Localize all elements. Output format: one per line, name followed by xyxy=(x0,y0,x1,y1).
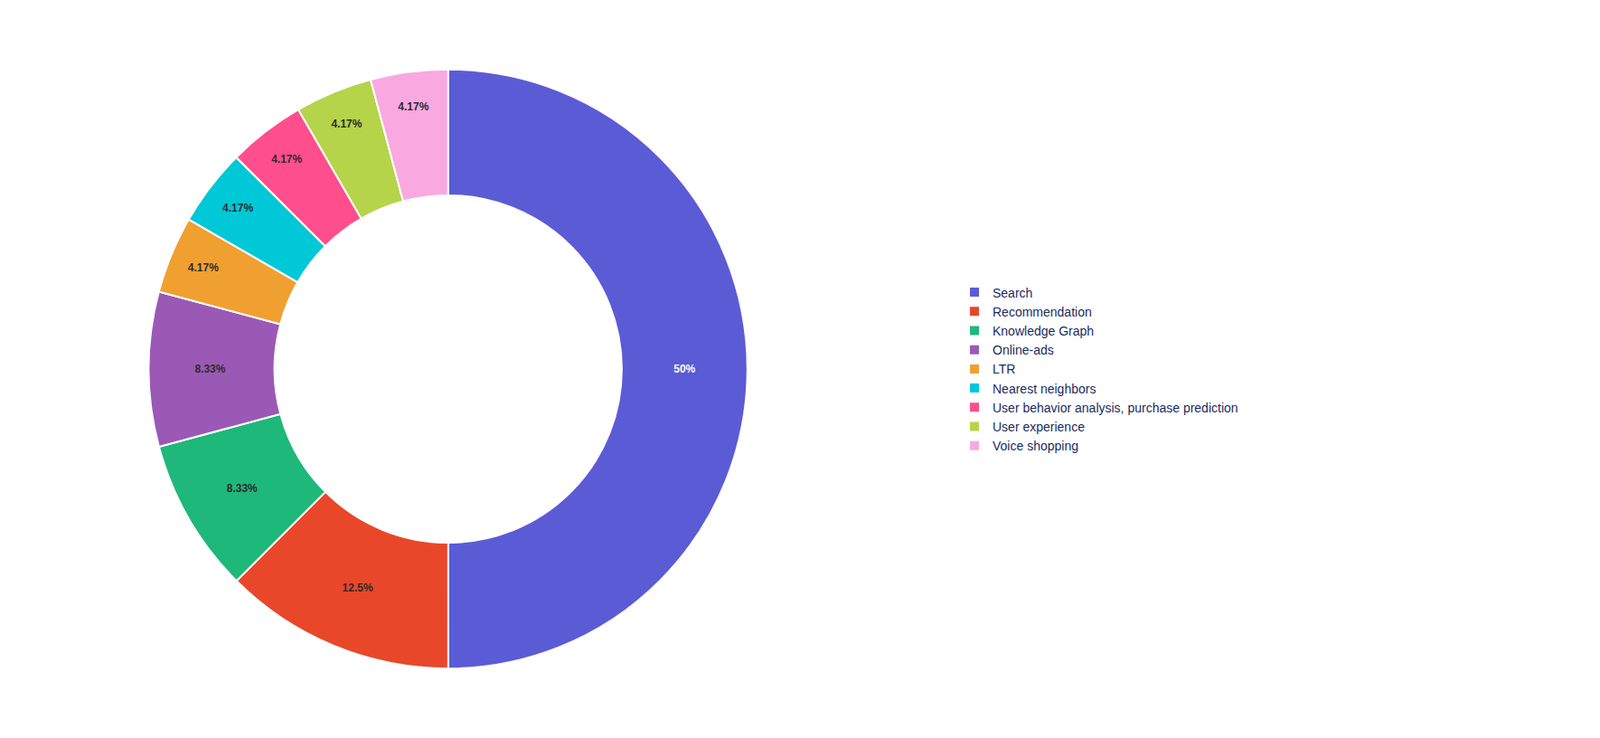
svg-text:4.17%: 4.17% xyxy=(330,117,362,131)
svg-text:Nearest neighbors: Nearest neighbors xyxy=(992,381,1096,396)
svg-text:User behavior analysis, purcha: User behavior analysis, purchase predict… xyxy=(992,400,1239,415)
svg-text:4.17%: 4.17% xyxy=(397,100,429,113)
svg-text:LTR: LTR xyxy=(992,361,1016,377)
svg-text:50%: 50% xyxy=(673,362,696,376)
svg-text:8.33%: 8.33% xyxy=(226,481,258,495)
svg-text:4.17%: 4.17% xyxy=(222,201,254,215)
svg-text:4.17%: 4.17% xyxy=(271,152,302,166)
svg-text:12.5%: 12.5% xyxy=(342,581,374,594)
svg-text:User experience: User experience xyxy=(992,419,1085,434)
svg-text:8.33%: 8.33% xyxy=(194,362,226,376)
svg-text:Knowledge Graph: Knowledge Graph xyxy=(992,323,1094,339)
svg-text:Recommendation: Recommendation xyxy=(992,304,1092,320)
svg-text:Search: Search xyxy=(992,285,1033,301)
svg-text:Online-ads: Online-ads xyxy=(992,342,1055,358)
svg-text:Voice shopping: Voice shopping xyxy=(992,438,1079,453)
svg-text:4.17%: 4.17% xyxy=(188,261,219,274)
